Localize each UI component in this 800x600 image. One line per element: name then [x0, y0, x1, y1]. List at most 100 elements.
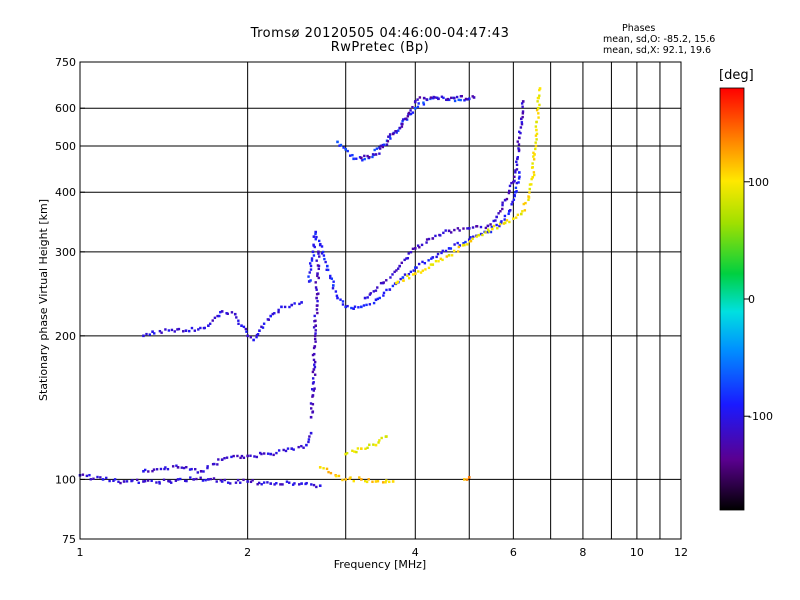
- echo-point: [146, 479, 150, 482]
- echo-point: [427, 237, 431, 241]
- echo-point: [219, 479, 223, 482]
- echo-point: [521, 115, 524, 119]
- echo-point: [315, 296, 318, 300]
- echo-point: [329, 471, 333, 475]
- echo-point: [236, 478, 240, 482]
- echo-point: [246, 334, 249, 338]
- echo-point: [290, 303, 294, 307]
- echo-point: [419, 271, 423, 274]
- echo-point: [465, 478, 469, 481]
- echo-point: [518, 136, 521, 140]
- echo-point: [494, 219, 497, 222]
- echo-point: [516, 140, 519, 143]
- echo-point: [207, 324, 210, 328]
- echo-point: [152, 468, 156, 471]
- echo-point: [515, 160, 518, 163]
- echo-point: [151, 469, 154, 473]
- echo-point: [391, 480, 395, 483]
- echo-point: [373, 148, 376, 152]
- echo-point: [481, 233, 484, 237]
- echo-point: [162, 478, 166, 481]
- echo-point: [147, 470, 150, 473]
- x-tick-label: 2: [244, 546, 251, 559]
- echo-point: [206, 465, 209, 468]
- echo-point: [371, 480, 374, 483]
- echo-point: [212, 477, 216, 480]
- echo-point: [199, 326, 202, 330]
- echo-point: [366, 296, 369, 299]
- echo-point: [314, 324, 318, 328]
- echo-point: [420, 243, 424, 247]
- echo-point: [466, 243, 469, 246]
- y-tick-label: 600: [55, 102, 76, 115]
- echo-point: [360, 478, 363, 481]
- echo-point: [449, 231, 453, 234]
- echo-point: [528, 191, 531, 194]
- echo-point: [431, 237, 435, 240]
- echo-point: [467, 97, 471, 101]
- echo-point: [361, 159, 364, 162]
- echo-point: [516, 157, 519, 161]
- echo-point: [309, 407, 313, 410]
- echo-point: [314, 329, 317, 332]
- echo-point: [312, 381, 315, 384]
- echo-point: [538, 87, 542, 90]
- echo-point: [432, 95, 435, 99]
- echo-point: [469, 239, 473, 243]
- echo-point: [314, 237, 317, 241]
- echo-point: [513, 179, 516, 183]
- echo-point: [344, 452, 348, 456]
- echo-point: [208, 322, 212, 325]
- echo-point: [334, 290, 338, 293]
- echo-point: [218, 314, 221, 318]
- echo-point: [521, 105, 524, 108]
- echo-point: [88, 473, 91, 477]
- echo-point: [391, 284, 395, 288]
- echo-point: [378, 152, 381, 155]
- echo-point: [533, 173, 536, 177]
- echo-point: [332, 280, 335, 283]
- echo-point: [497, 212, 500, 215]
- echo-point: [391, 132, 395, 136]
- echo-point: [316, 264, 320, 267]
- echo-point: [518, 171, 521, 174]
- echo-point: [329, 276, 332, 280]
- echo-point: [313, 245, 316, 249]
- x-tick-label: 6: [510, 546, 517, 559]
- echo-point: [253, 455, 256, 458]
- echo-point: [168, 480, 172, 483]
- echo-point: [381, 143, 385, 147]
- echo-point: [464, 97, 468, 101]
- echo-point: [463, 99, 466, 102]
- echo-point: [199, 469, 203, 473]
- echo-point: [315, 304, 319, 307]
- echo-point: [176, 328, 179, 331]
- echo-point: [449, 247, 453, 250]
- echo-point: [344, 148, 348, 151]
- echo-point: [441, 249, 444, 253]
- echo-point: [153, 332, 156, 335]
- echo-point: [332, 284, 335, 287]
- echo-point: [312, 326, 316, 329]
- echo-point: [175, 464, 178, 467]
- echo-point: [255, 455, 259, 459]
- echo-point: [293, 482, 296, 485]
- echo-point: [239, 456, 242, 460]
- echo-point: [313, 373, 317, 376]
- echo-point: [396, 280, 399, 283]
- echo-point: [351, 153, 354, 157]
- echo-point: [177, 327, 181, 331]
- x-tick-label: 4: [412, 546, 419, 559]
- echo-point: [314, 340, 317, 343]
- echo-point: [314, 319, 317, 322]
- echo-point: [407, 111, 411, 115]
- echo-point: [457, 245, 461, 249]
- echo-point: [534, 144, 538, 148]
- y-tick-label: 200: [55, 330, 76, 343]
- echo-point: [492, 219, 495, 223]
- echo-point: [216, 314, 219, 318]
- echo-point: [396, 267, 400, 270]
- echo-point: [405, 257, 408, 260]
- echo-point: [321, 250, 325, 254]
